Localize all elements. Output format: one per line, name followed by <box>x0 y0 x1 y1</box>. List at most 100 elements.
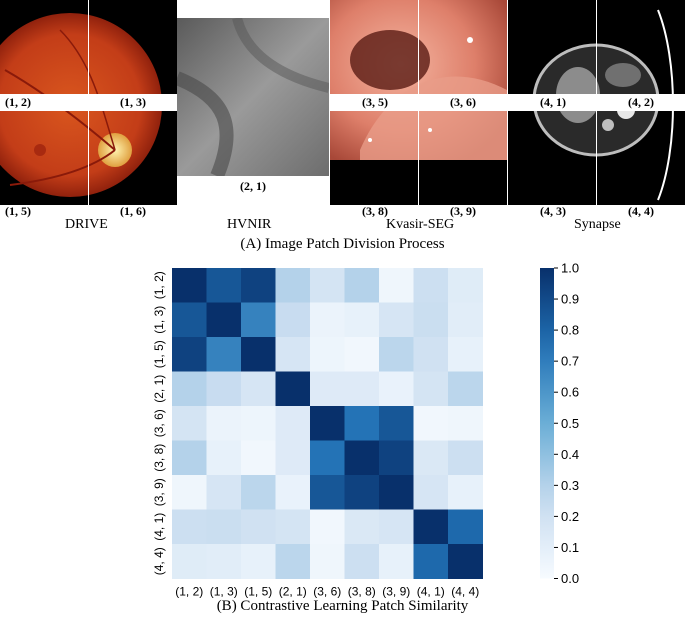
y-tick-label: (4, 1) <box>152 513 166 541</box>
heatmap-cell <box>310 302 345 338</box>
x-tick-label: (3, 9) <box>382 585 410 599</box>
colorbar <box>540 268 554 579</box>
x-tick-label: (4, 4) <box>451 585 479 599</box>
synapse-image: (4, 1) (4, 2) <box>508 0 685 205</box>
heatmap-cell <box>310 509 345 545</box>
heatmap-cell <box>310 475 345 510</box>
colorbar-tick-label: 0.6 <box>561 385 579 400</box>
heatmap-cell <box>413 371 449 407</box>
patch-label: (4, 3) <box>540 204 566 218</box>
heatmap-cell <box>310 406 345 441</box>
heatmap-cell <box>206 440 242 476</box>
patch-label: (4, 1) <box>540 95 566 109</box>
colorbar-tick-label: 0.0 <box>561 571 579 586</box>
heatmap-cell <box>241 544 276 579</box>
patch-label: (2, 1) <box>240 179 266 193</box>
heatmap-cell <box>275 302 311 338</box>
heatmap-cell <box>310 268 345 303</box>
drive-image: (1, 2) (1, 3) <box>0 0 177 205</box>
dataset-name: HVNIR <box>227 217 272 232</box>
heatmap-cell <box>310 544 345 579</box>
heatmap-cell <box>206 268 242 303</box>
heatmap-cell <box>379 406 414 441</box>
heatmap-cell <box>344 337 380 372</box>
heatmap-cell <box>344 406 380 441</box>
heatmap-cell <box>413 406 449 441</box>
heatmap-cell <box>172 337 207 372</box>
heatmap-cell <box>172 406 207 441</box>
heatmap-cell <box>275 509 311 545</box>
heatmap-cell <box>448 406 483 441</box>
colorbar-tick-label: 0.2 <box>561 509 579 524</box>
heatmap-cell <box>344 302 380 338</box>
dataset-name: DRIVE <box>65 217 108 232</box>
heatmap-cell <box>310 337 345 372</box>
x-tick-label: (2, 1) <box>279 585 307 599</box>
heatmap-cell <box>379 475 414 510</box>
heatmap-cell <box>344 440 380 476</box>
similarity-heatmap: (1, 2) (1, 3) (1, 5) (2, 1) (3, 6) (3, 8) (3, … <box>152 261 579 599</box>
heatmap-cell <box>206 371 242 407</box>
heatmap-cell <box>448 302 483 338</box>
heatmap-cell <box>448 544 483 579</box>
heatmap-cell <box>448 440 483 476</box>
dataset-name: Kvasir-SEG <box>386 217 455 232</box>
y-tick-label: (1, 5) <box>152 340 166 368</box>
heatmap-cell <box>379 440 414 476</box>
heatmap-cell <box>172 440 207 476</box>
x-tick-label: (4, 1) <box>417 585 445 599</box>
y-tick-label: (2, 1) <box>152 375 166 403</box>
heatmap-cell <box>413 544 449 579</box>
y-tick-label: (3, 6) <box>152 409 166 437</box>
heatmap-cell <box>241 406 276 441</box>
heatmap-cell <box>275 406 311 441</box>
x-tick-label: (1, 3) <box>210 585 238 599</box>
colorbar-tick-label: 0.3 <box>561 478 579 493</box>
heatmap-cell <box>241 337 276 372</box>
patch-label: (1, 2) <box>5 95 31 109</box>
x-tick-label: (1, 2) <box>175 585 203 599</box>
heatmap-cell <box>413 268 449 303</box>
heatmap-cell <box>275 337 311 372</box>
y-tick-label: (3, 9) <box>152 478 166 506</box>
patch-label: (1, 5) <box>5 204 31 218</box>
heatmap-cell <box>310 440 345 476</box>
heatmap-cell <box>241 440 276 476</box>
heatmap-cell <box>206 337 242 372</box>
heatmap-cell <box>241 371 276 407</box>
heatmap-cell <box>275 371 311 407</box>
heatmap-cell <box>379 509 414 545</box>
heatmap-cell <box>448 337 483 372</box>
heatmap-cell <box>379 544 414 579</box>
heatmap-cell <box>413 475 449 510</box>
colorbar-tick-label: 0.5 <box>561 416 579 431</box>
heatmap-cell <box>310 371 345 407</box>
colorbar-tick-label: 0.9 <box>561 292 579 307</box>
heatmap-cell <box>275 268 311 303</box>
heatmap-cell <box>275 544 311 579</box>
patch-label: (4, 4) <box>628 204 654 218</box>
hvnir-nir-illustration <box>177 18 329 176</box>
heatmap-cell <box>241 268 276 303</box>
dataset-name: Synapse <box>574 217 621 232</box>
heatmap-cell <box>172 371 207 407</box>
hvnir-image <box>177 18 329 176</box>
heatmap-cell <box>241 475 276 510</box>
patch-label: (3, 8) <box>362 204 388 218</box>
heatmap-cell <box>172 475 207 510</box>
heatmap-cell <box>275 475 311 510</box>
figure-b-caption: (B) Contrastive Learning Patch Similarit… <box>216 598 469 614</box>
heatmap-cell <box>413 337 449 372</box>
heatmap-cell <box>379 371 414 407</box>
x-tick-label: (3, 6) <box>313 585 341 599</box>
colorbar-tick-label: 0.4 <box>561 447 579 462</box>
heatmap-cell <box>344 544 380 579</box>
colorbar-tick-label: 0.7 <box>561 354 579 369</box>
heatmap-cell <box>413 440 449 476</box>
patch-label: (4, 2) <box>628 95 654 109</box>
heatmap-cell <box>241 509 276 545</box>
y-tick-label: (1, 2) <box>152 271 166 299</box>
patch-label: (1, 6) <box>120 204 146 218</box>
heatmap-cell <box>172 544 207 579</box>
heatmap-cell <box>206 475 242 510</box>
